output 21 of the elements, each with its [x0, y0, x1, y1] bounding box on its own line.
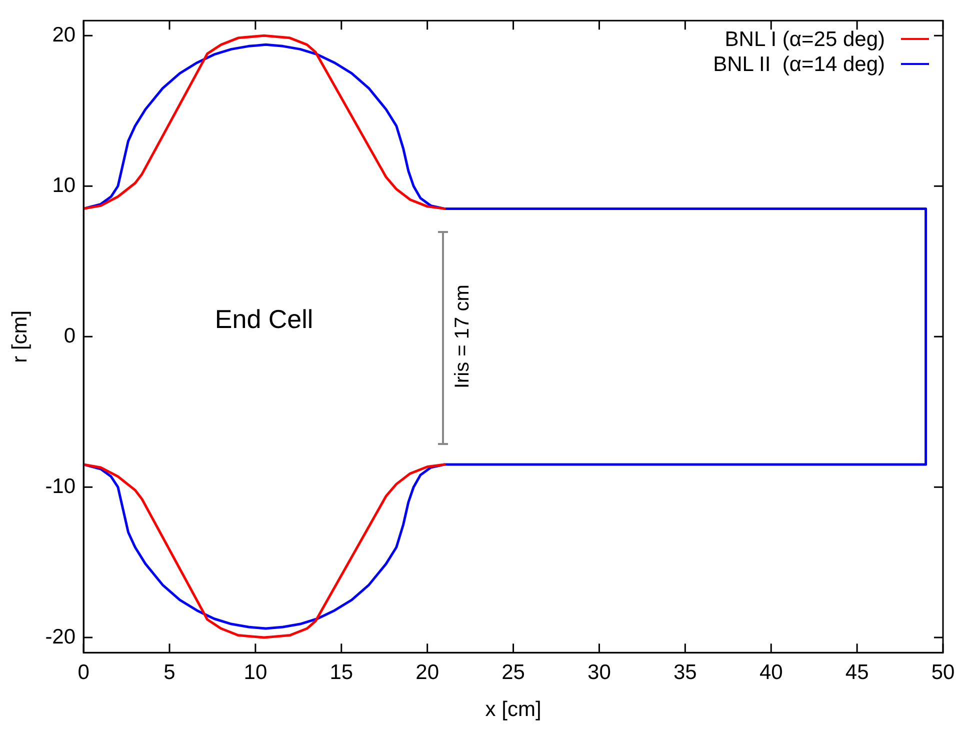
annotation: End Cell [214, 304, 314, 334]
x-tick-label: 30 [588, 660, 611, 684]
x-tick-label: 50 [931, 660, 955, 684]
x-tick-label: 45 [845, 660, 869, 684]
y-tick-label: 10 [52, 174, 76, 197]
x-tick-label: 10 [244, 660, 268, 684]
x-tick-label: 25 [502, 660, 525, 684]
x-axis-title: x [cm] [485, 698, 542, 722]
y-tick-label: -10 [45, 474, 76, 498]
x-tick-label: 20 [416, 660, 440, 684]
legend-label: BNL II (α=14 deg) [713, 52, 885, 77]
annotation: Iris = 17 cm [451, 284, 474, 389]
x-tick-label: 35 [673, 660, 697, 684]
x-tick-label: 5 [164, 660, 176, 684]
y-tick-label: 20 [52, 23, 76, 46]
y-tick-label: -20 [45, 625, 76, 648]
y-tick-label: 0 [64, 324, 76, 348]
legend-label: BNL I (α=25 deg) [724, 26, 885, 52]
x-tick-label: 15 [330, 660, 354, 684]
y-axis-title: r [cm] [8, 310, 32, 363]
x-tick-label: 40 [759, 660, 783, 684]
